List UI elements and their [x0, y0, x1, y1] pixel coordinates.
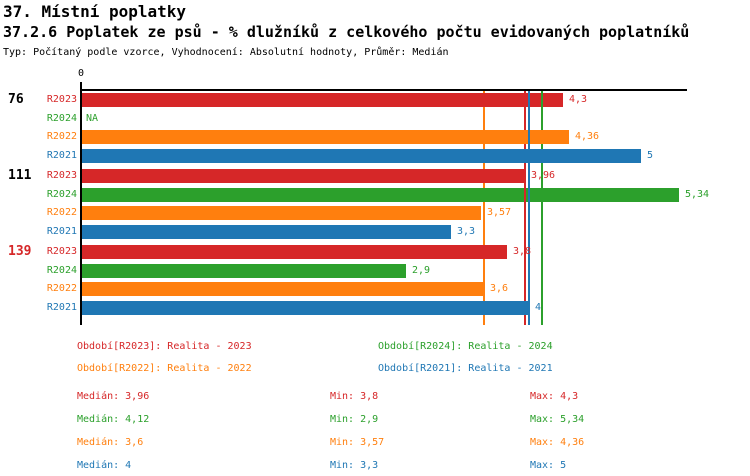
y-axis-line — [80, 82, 82, 325]
bar-r2024 — [82, 264, 406, 278]
row-label-r2021: R2021 — [46, 226, 77, 237]
median-line-r2023 — [524, 89, 526, 325]
median-line-r2022 — [483, 89, 485, 325]
bar-value-label: 5 — [647, 150, 654, 161]
bar-value-label: 4,36 — [575, 131, 600, 142]
bar-value-label: 4,3 — [569, 94, 588, 105]
stat-median-r2022: Medián: 3,6 — [77, 437, 144, 448]
bar-value-label: 2,9 — [412, 265, 431, 276]
bar-r2021 — [82, 301, 529, 315]
bar-r2022 — [82, 206, 481, 220]
bar-r2021 — [82, 149, 641, 163]
bar-value-label: 4 — [535, 302, 542, 313]
stat-median-r2021: Medián: 4 — [77, 460, 132, 471]
bar-value-label: 3,57 — [487, 207, 512, 218]
bar-na-label: NA — [86, 113, 99, 124]
stat-max-r2023: Max: 4,3 — [530, 391, 579, 402]
row-label-r2023: R2023 — [46, 94, 77, 105]
bar-r2023 — [82, 245, 507, 259]
bar-value-label: 3,3 — [457, 226, 476, 237]
bar-value-label: 3,96 — [531, 170, 556, 181]
indicator-meta: Typ: Počítaný podle vzorce, Vyhodnocení:… — [3, 47, 449, 58]
median-line-r2021 — [528, 89, 530, 325]
bar-value-label: 3,8 — [513, 246, 532, 257]
bar-r2023 — [82, 93, 563, 107]
row-label-r2023: R2023 — [46, 170, 77, 181]
group-label: 139 — [8, 244, 32, 259]
row-label-r2022: R2022 — [46, 131, 77, 142]
bar-r2021 — [82, 225, 451, 239]
stat-max-r2024: Max: 5,34 — [530, 414, 585, 425]
row-label-r2021: R2021 — [46, 150, 77, 161]
legend-item-r2023: Období[R2023]: Realita - 2023 — [77, 341, 252, 352]
bar-value-label: 3,6 — [490, 283, 509, 294]
row-label-r2022: R2022 — [46, 207, 77, 218]
stat-max-r2022: Max: 4,36 — [530, 437, 585, 448]
row-label-r2024: R2024 — [46, 265, 77, 276]
bar-r2023 — [82, 169, 525, 183]
row-label-r2024: R2024 — [46, 189, 77, 200]
stat-min-r2021: Min: 3,3 — [330, 460, 379, 471]
legend-item-r2021: Období[R2021]: Realita - 2021 — [378, 363, 553, 374]
stat-median-r2024: Medián: 4,12 — [77, 414, 150, 425]
x-axis-line — [80, 89, 687, 91]
row-label-r2021: R2021 — [46, 302, 77, 313]
bar-r2024 — [82, 188, 679, 202]
stat-median-r2023: Medián: 3,96 — [77, 391, 150, 402]
bar-r2022 — [82, 130, 569, 144]
stat-min-r2022: Min: 3,57 — [330, 437, 385, 448]
median-line-r2024 — [541, 89, 543, 325]
stat-max-r2021: Max: 5 — [530, 460, 567, 471]
page-title: 37. Místní poplatky — [3, 2, 187, 21]
x-axis-zero-tick-label: 0 — [77, 68, 85, 79]
group-label: 76 — [8, 92, 24, 107]
row-label-r2022: R2022 — [46, 283, 77, 294]
indicator-title: 37.2.6 Poplatek ze psů - % dlužníků z ce… — [3, 23, 690, 41]
stat-min-r2024: Min: 2,9 — [330, 414, 379, 425]
bar-value-label: 5,34 — [685, 189, 710, 200]
stat-min-r2023: Min: 3,8 — [330, 391, 379, 402]
legend-item-r2022: Období[R2022]: Realita - 2022 — [77, 363, 252, 374]
bar-r2022 — [82, 282, 484, 296]
legend-item-r2024: Období[R2024]: Realita - 2024 — [378, 341, 553, 352]
row-label-r2024: R2024 — [46, 113, 77, 124]
group-label: 111 — [8, 168, 32, 183]
row-label-r2023: R2023 — [46, 246, 77, 257]
